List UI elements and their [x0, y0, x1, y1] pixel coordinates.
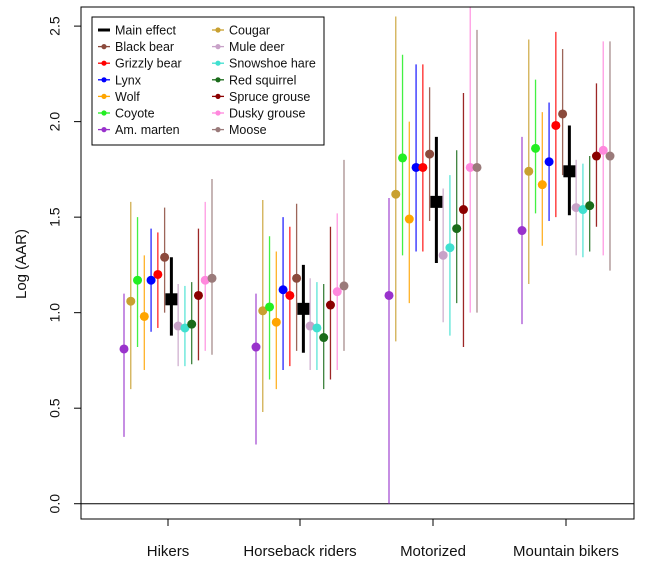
data-point: [173, 321, 183, 331]
data-point: [591, 151, 601, 161]
legend-label: Lynx: [115, 73, 142, 87]
legend-swatch-dot: [101, 110, 107, 116]
data-point: [404, 214, 414, 224]
legend-swatch-dot: [101, 127, 107, 133]
data-point: [200, 275, 210, 285]
data-point: [418, 162, 428, 172]
plot-frame: [80, 6, 635, 520]
legend-swatch-dot: [215, 93, 221, 99]
data-point: [605, 151, 615, 161]
main-effect-point: [563, 165, 576, 178]
y-tick-label: 2.5: [47, 16, 63, 36]
data-point: [531, 143, 541, 153]
legend-label: Cougar: [229, 24, 270, 38]
data-point: [305, 321, 315, 331]
data-point: [537, 180, 547, 190]
legend-swatch-dot: [101, 60, 107, 66]
data-point: [551, 120, 561, 130]
data-point: [160, 252, 170, 262]
legend-label: Dusky grouse: [229, 107, 305, 121]
data-point: [411, 162, 421, 172]
data-point: [339, 281, 349, 291]
legend-label: Black bear: [115, 40, 174, 54]
plot-layer: 0.0 0.5 1.0 1.5 2.0 2.5 Hikers Horseback riders…: [47, 7, 634, 560]
legend-swatch-dot: [101, 93, 107, 99]
main-effect-point: [297, 302, 310, 315]
data-point: [524, 166, 534, 176]
data-point: [558, 109, 568, 119]
data-point: [139, 311, 149, 321]
data-point: [438, 250, 448, 260]
data-point: [445, 243, 455, 253]
data-point: [285, 290, 295, 300]
data-point: [452, 224, 462, 234]
legend-label: Wolf: [115, 90, 140, 104]
data-point: [265, 302, 275, 312]
data-point: [187, 319, 197, 329]
data-point: [312, 323, 322, 333]
data-point: [325, 300, 335, 310]
x-tick-label: Horseback riders: [243, 543, 356, 560]
main-effect-point: [430, 195, 443, 208]
x-tick-label: Mountain bikers: [513, 543, 619, 560]
data-point: [207, 273, 217, 283]
legend-box: [91, 16, 325, 146]
data-point: [384, 290, 394, 300]
legend-label: Grizzly bear: [115, 57, 182, 71]
legend-swatch-dot: [215, 77, 221, 83]
data-point: [251, 342, 261, 352]
data-point: [571, 203, 581, 213]
legend-swatch-dot: [215, 127, 221, 133]
data-point: [465, 162, 475, 172]
data-point: [271, 317, 281, 327]
legend-swatch-dot: [215, 60, 221, 66]
y-axis-label: Log (AAR): [13, 229, 30, 299]
legend-label: Coyote: [115, 107, 155, 121]
legend-swatch-dot: [215, 27, 221, 33]
data-point: [544, 157, 554, 167]
legend-label: Mule deer: [229, 40, 285, 54]
data-point: [133, 275, 143, 285]
data-point: [598, 145, 608, 155]
data-point: [319, 333, 329, 343]
y-tick-label: 0.5: [47, 398, 63, 418]
data-point: [126, 296, 136, 306]
legend-swatch-dot: [215, 110, 221, 116]
data-point: [119, 344, 129, 354]
data-point: [585, 201, 595, 211]
y-tick-label: 2.0: [47, 112, 63, 132]
data-point: [578, 205, 588, 215]
data-point: [292, 273, 302, 283]
data-point: [153, 269, 163, 279]
legend-label: Moose: [229, 123, 267, 137]
legend-label: Am. marten: [115, 123, 180, 137]
legend-label: Main effect: [115, 24, 176, 38]
data-point: [458, 205, 468, 215]
data-point: [391, 189, 401, 199]
data-point: [146, 275, 156, 285]
data-point: [517, 226, 527, 236]
legend-label: Red squirrel: [229, 73, 296, 87]
legend-swatch-dot: [101, 44, 107, 50]
data-point: [425, 149, 435, 159]
legend: Main effect Black bear Grizzly bear Lynx Wol…: [91, 16, 325, 146]
data-point: [332, 287, 342, 297]
y-tick-label: 1.0: [47, 303, 63, 323]
main-effect-point: [165, 293, 178, 306]
x-tick-label: Hikers: [147, 543, 190, 560]
x-tick-label: Motorized: [400, 543, 466, 560]
data-point: [472, 162, 482, 172]
data-point: [258, 306, 268, 316]
y-tick-label: 0.0: [47, 494, 63, 514]
data-point: [278, 285, 288, 295]
data-point: [398, 153, 408, 163]
y-tick-label: 1.5: [47, 207, 63, 227]
legend-label: Spruce grouse: [229, 90, 310, 104]
legend-label: Snowshoe hare: [229, 57, 316, 71]
data-point: [193, 290, 203, 300]
legend-swatch-dot: [215, 44, 221, 50]
data-point: [180, 323, 190, 333]
legend-swatch-dot: [101, 77, 107, 83]
